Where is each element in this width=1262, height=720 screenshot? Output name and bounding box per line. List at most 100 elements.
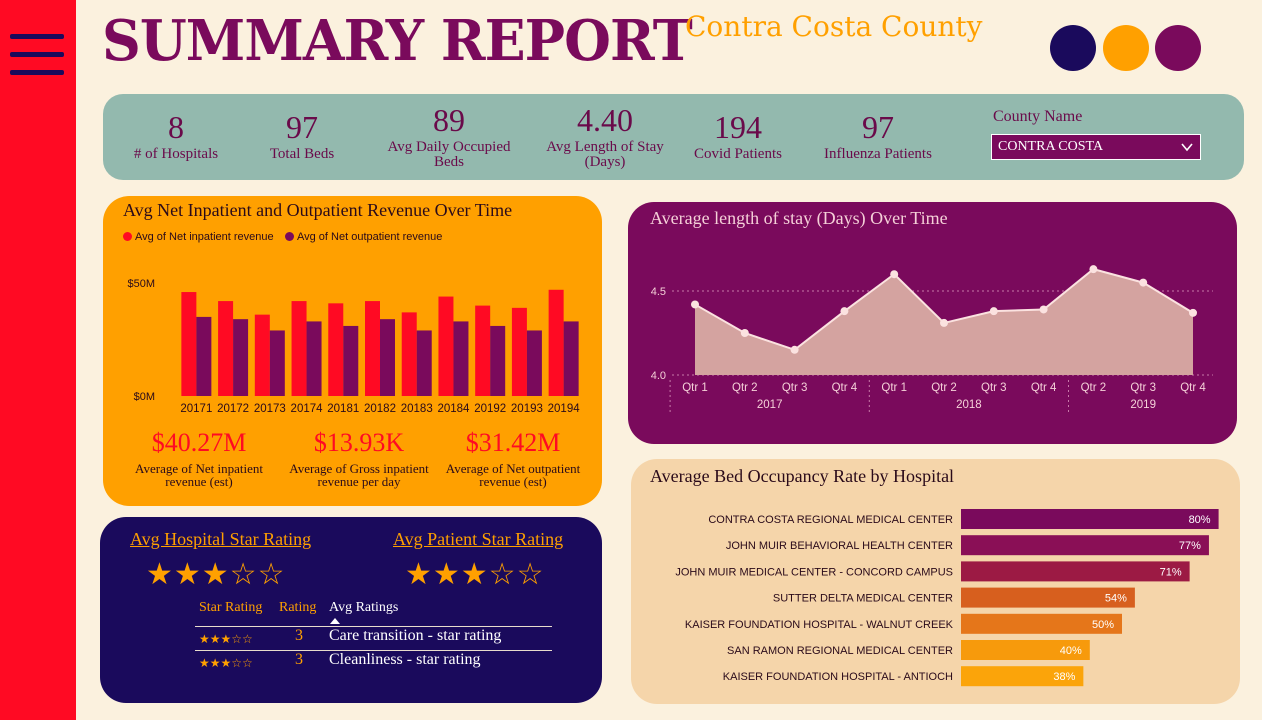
occupancy-bar <box>961 535 1209 556</box>
net-inpatient-value: $40.27M <box>151 428 247 457</box>
net-inpatient-label: Average of Net inpatient revenue (est) <box>135 461 263 489</box>
legend-inpatient[interactable]: Avg of Net inpatient revenue <box>123 231 274 243</box>
sort-asc-icon[interactable] <box>330 618 340 624</box>
row-name: Care transition - star rating <box>329 627 502 644</box>
kpi-avg-length-of-stay: 4.40 Avg Length of Stay (Days) <box>546 94 664 170</box>
star-rating-card: Avg Hospital Star Rating Avg Patient Sta… <box>100 517 602 703</box>
chevron-down-icon <box>1181 143 1193 152</box>
patient-star-heading: Avg Patient Star Rating <box>393 529 564 549</box>
bed-occupancy-card: Average Bed Occupancy Rate by Hospital C… <box>631 459 1240 704</box>
x-tick-label: Qtr 3 <box>782 382 808 394</box>
gross-per-day-label: Average of Gross inpatient revenue per d… <box>289 461 429 489</box>
col-star-rating[interactable]: Star Rating <box>199 600 263 615</box>
legend-label: Avg of Net inpatient revenue <box>135 231 274 243</box>
data-point <box>790 345 799 354</box>
bar-outpatient <box>416 330 432 396</box>
hospital-label: SUTTER DELTA MEDICAL CENTER <box>773 593 953 605</box>
kpi-label: Avg Daily Occupied Beds <box>387 139 511 170</box>
kpi-value: 4.40 <box>577 102 633 138</box>
county-dropdown-value: CONTRA COSTA <box>998 139 1104 154</box>
bar-inpatient <box>254 314 270 396</box>
kpi-value: 97 <box>286 109 318 145</box>
menu-icon[interactable] <box>10 34 64 80</box>
occupancy-bar <box>961 587 1135 608</box>
x-tick-label: 20181 <box>327 403 359 415</box>
x-tick-label: Qtr 2 <box>1081 382 1107 394</box>
x-tick-label: 20174 <box>291 403 324 415</box>
x-tick-label: 20182 <box>364 403 396 415</box>
stay-chart-title: Average length of stay (Days) Over Time <box>650 208 948 228</box>
area-fill <box>695 269 1193 375</box>
kpi-total-beds: 97 Total Beds <box>246 101 358 162</box>
y-tick-label: 4.5 <box>651 286 666 298</box>
occupancy-value: 80% <box>1189 514 1211 526</box>
data-point <box>890 270 899 279</box>
y-tick-label: $0M <box>134 391 155 403</box>
x-tick-label: 20171 <box>180 403 212 415</box>
bar-inpatient <box>511 307 527 396</box>
hospital-label: JOHN MUIR MEDICAL CENTER - CONCORD CAMPU… <box>675 566 953 578</box>
col-rating[interactable]: Rating <box>279 600 317 615</box>
gross-per-day-value: $13.93K <box>313 428 405 457</box>
occupancy-value: 77% <box>1179 540 1201 552</box>
bar-inpatient <box>548 289 564 396</box>
x-tick-label: Qtr 3 <box>981 382 1007 394</box>
hospital-label: JOHN MUIR BEHAVIORAL HEALTH CENTER <box>726 540 953 552</box>
legend-dot <box>285 232 294 241</box>
occupancy-bar <box>961 666 1084 687</box>
bar-outpatient <box>233 319 249 396</box>
kpi-hospitals: 8 # of Hospitals <box>118 101 234 162</box>
year-label: 2017 <box>757 399 783 411</box>
x-tick-label: Qtr 2 <box>732 382 758 394</box>
row-stars: ★★★☆☆ <box>199 656 253 670</box>
bar-outpatient <box>196 316 212 396</box>
bar-inpatient <box>328 303 344 396</box>
x-tick-label: 20193 <box>511 403 543 415</box>
legend-label: Avg of Net outpatient revenue <box>297 231 443 243</box>
x-tick-label: 20183 <box>401 403 433 415</box>
revenue-chart-title: Avg Net Inpatient and Outpatient Revenue… <box>123 200 513 220</box>
x-tick-label: Qtr 2 <box>931 382 957 394</box>
bar-outpatient <box>490 325 506 396</box>
data-point <box>940 318 948 327</box>
data-point <box>691 300 699 309</box>
kpi-covid-patients: 194 Covid Patients <box>680 101 796 162</box>
orange-dot <box>1103 25 1149 71</box>
legend-outpatient[interactable]: Avg of Net outpatient revenue <box>285 231 442 243</box>
data-point <box>1089 265 1098 274</box>
purple-dot <box>1155 25 1201 71</box>
data-point <box>1189 308 1197 317</box>
bar-outpatient <box>343 325 359 396</box>
x-tick-label: Qtr 4 <box>832 382 858 394</box>
bar-inpatient <box>291 301 307 396</box>
occupancy-value: 38% <box>1053 671 1075 683</box>
occupancy-value: 54% <box>1105 593 1127 605</box>
kpi-label: Covid Patients <box>694 146 782 162</box>
bar-inpatient <box>401 312 417 396</box>
year-label: 2019 <box>1130 399 1156 411</box>
col-avg-ratings[interactable]: Avg Ratings <box>329 600 399 615</box>
county-dropdown[interactable]: CONTRA COSTA <box>991 134 1201 160</box>
data-point <box>989 307 998 316</box>
occupancy-value: 50% <box>1092 619 1114 631</box>
row-rating: 3 <box>295 651 303 668</box>
occupancy-chart-title: Average Bed Occupancy Rate by Hospital <box>650 466 955 486</box>
net-outpatient-value: $31.42M <box>465 428 561 457</box>
x-tick-label: 20172 <box>217 403 249 415</box>
occupancy-bar <box>961 509 1219 529</box>
year-label: 2018 <box>956 399 982 411</box>
data-point <box>1039 305 1048 314</box>
kpi-label: Total Beds <box>269 146 335 162</box>
occupancy-bar <box>961 613 1122 634</box>
kpi-label: Avg Length of Stay (Days) <box>546 139 664 170</box>
row-stars: ★★★☆☆ <box>199 632 253 646</box>
bar-inpatient <box>365 301 380 396</box>
bed-occupancy-bar-chart: CONTRA COSTA REGIONAL MEDICAL CENTER 80% J… <box>675 509 1219 687</box>
revenue-bar-chart: $0M $50M 20171 20172 20173 20174 20181 20182 201… <box>127 278 581 415</box>
occupancy-value: 71% <box>1160 566 1182 578</box>
occupancy-value: 40% <box>1060 645 1082 657</box>
bar-outpatient <box>269 330 285 396</box>
x-tick-label: 20194 <box>548 403 581 415</box>
y-tick-label: 4.0 <box>651 370 666 382</box>
bar-outpatient <box>380 319 395 396</box>
